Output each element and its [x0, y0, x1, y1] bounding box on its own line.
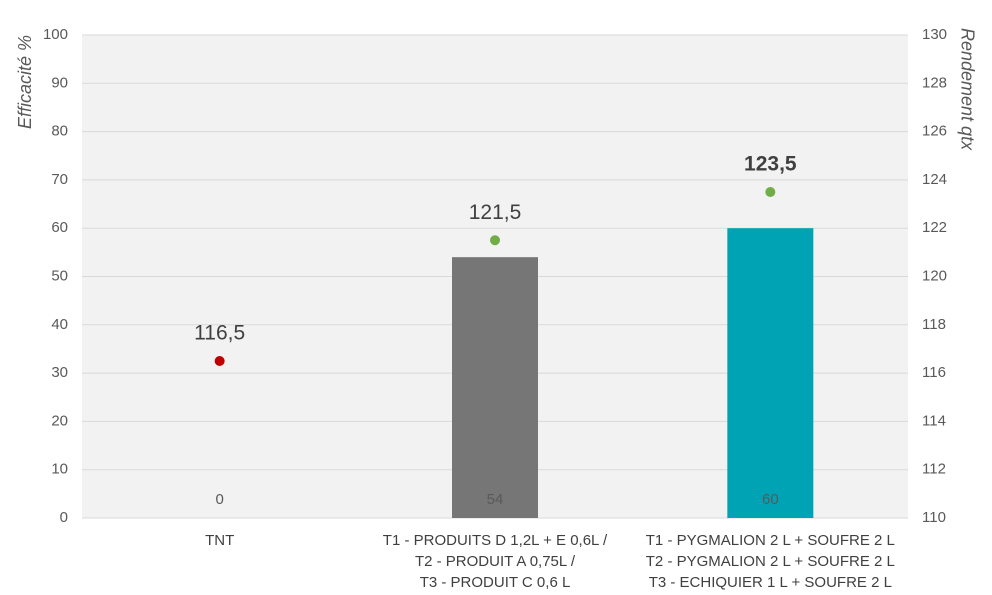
- y-tick-label: 50: [51, 267, 68, 284]
- y2-tick-label: 128: [922, 74, 947, 91]
- point: [490, 235, 500, 246]
- y-tick-label: 90: [51, 74, 68, 91]
- y-tick-label: 100: [43, 26, 68, 43]
- y-tick-label: 80: [51, 123, 68, 140]
- y-tick-label: 20: [51, 412, 68, 429]
- y-tick-label: 60: [51, 219, 68, 236]
- bar-value-label: 54: [487, 491, 504, 508]
- bar-value-label: 60: [762, 491, 779, 508]
- y2-tick-label: 124: [922, 171, 947, 188]
- x-tick-label: T1 - PRODUITS D 1,2L + E 0,6L /: [383, 532, 608, 549]
- x-tick-label: T3 - PRODUIT C 0,6 L: [420, 574, 571, 591]
- y2-tick-label: 122: [922, 219, 947, 236]
- point-value-label: 116,5: [194, 322, 245, 345]
- bar-value-label: 0: [215, 491, 223, 508]
- point-value-label: 121,5: [469, 201, 522, 224]
- point-value-label: 123,5: [744, 153, 797, 176]
- y-tick-label: 30: [51, 364, 68, 381]
- point: [765, 186, 776, 197]
- y2-tick-label: 130: [922, 26, 947, 43]
- x-tick-label: T2 - PYGMALION 2 L + SOUFRE 2 L: [646, 553, 895, 570]
- y2-tick-label: 114: [922, 412, 946, 429]
- bar: [452, 257, 538, 518]
- y2-tick-label: 126: [922, 123, 947, 140]
- y-tick-label: 70: [51, 171, 68, 188]
- y2-axis-title: Rendement qtx: [957, 28, 977, 151]
- y2-tick-label: 120: [922, 267, 947, 284]
- x-tick-label: TNT: [205, 532, 234, 549]
- y2-tick-label: 118: [922, 316, 946, 333]
- x-tick-label: T3 - ECHIQUIER 1 L + SOUFRE 2 L: [649, 574, 892, 591]
- y2-tick-label: 110: [922, 509, 946, 526]
- y-axis-title: Efficacité %: [15, 35, 35, 129]
- y2-tick-label: 116: [922, 364, 946, 381]
- point: [214, 356, 225, 367]
- x-tick-label: T1 - PYGMALION 2 L + SOUFRE 2 L: [646, 532, 895, 549]
- bar: [727, 228, 814, 518]
- y-tick-label: 40: [51, 316, 68, 333]
- x-tick-label: T2 - PRODUIT A 0,75L /: [415, 553, 576, 570]
- y-tick-label: 10: [51, 461, 68, 478]
- y2-tick-label: 112: [922, 461, 946, 478]
- y-tick-label: 0: [60, 509, 68, 526]
